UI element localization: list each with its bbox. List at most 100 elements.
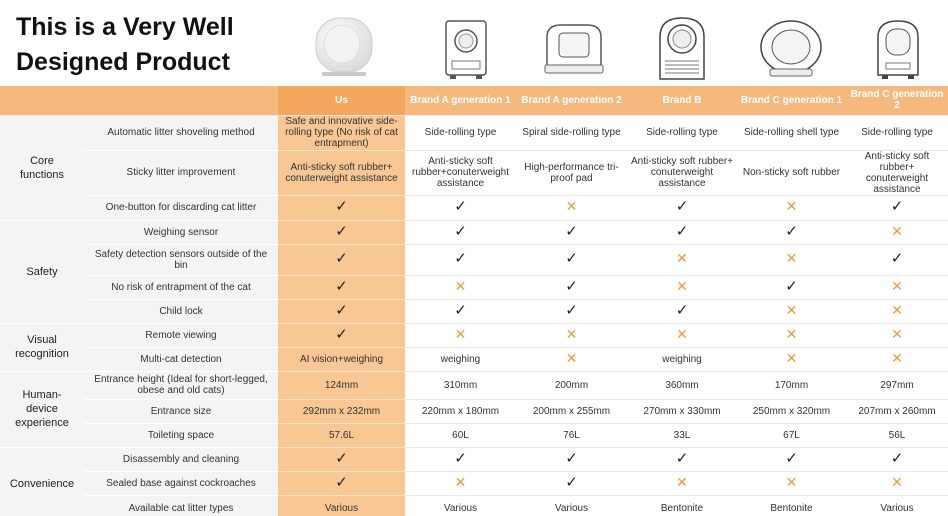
comparison-table: Us Brand A generation 1 Brand A generati… <box>0 86 948 516</box>
title-line-2: Designed Product <box>16 48 230 76</box>
check-icon: ✓ <box>405 244 516 276</box>
cross-icon: ✕ <box>846 323 948 348</box>
cross-icon: ✕ <box>846 471 948 496</box>
value-cell-brand-c1: 170mm <box>737 371 846 400</box>
feature-label: Toileting space <box>84 423 278 448</box>
check-icon: ✓ <box>737 220 846 245</box>
value-cell-brand-c2: 207mm x 260mm <box>846 399 948 424</box>
table-row: Entrance size 292mm x 232mm 220mm x 180mm 2… <box>0 399 948 424</box>
value-cell-us: 124mm <box>278 371 405 400</box>
feature-label: Weighing sensor <box>84 220 278 245</box>
check-icon: ✓ <box>737 447 846 472</box>
check-icon: ✓ <box>516 299 627 324</box>
value-cell-brand-c2: 56L <box>846 423 948 448</box>
category-label: Safety <box>0 220 84 324</box>
table-body: Core functions Automatic litter shoveling … <box>0 115 948 516</box>
check-icon: ✓ <box>627 447 737 472</box>
cross-icon: ✕ <box>627 323 737 348</box>
cross-icon: ✕ <box>737 195 846 221</box>
brand-b-product-image <box>642 14 722 84</box>
feature-label: Entrance size <box>84 399 278 424</box>
check-icon: ✓ <box>737 275 846 300</box>
category-label-line: Convenience <box>9 478 75 490</box>
value-cell-brand-a1: Various <box>405 495 516 516</box>
table-row: Sticky litter improvement Anti-sticky sof… <box>0 150 948 196</box>
value-cell-brand-b: Anti-sticky soft rubber+ conuterweight a… <box>627 150 737 196</box>
table-row: Safety Weighing sensor ✓ ✓ ✓ ✓ ✓ ✕ <box>0 220 948 324</box>
category-label-line: Visual <box>27 334 57 346</box>
value-cell-brand-c1: 250mm x 320mm <box>737 399 846 424</box>
cross-icon: ✕ <box>516 195 627 221</box>
header-blank <box>0 86 278 116</box>
category-label-line: Core <box>30 154 54 167</box>
category-label: Human-device experience <box>0 371 84 448</box>
cross-icon: ✕ <box>627 471 737 496</box>
cross-icon: ✕ <box>516 323 627 348</box>
cross-icon: ✕ <box>516 347 627 372</box>
value-cell-brand-a2: High-performance tri-proof pad <box>516 150 627 196</box>
table-row: One-button for discarding cat litter ✓ ✓ ✕ ✓… <box>0 195 948 221</box>
value-cell-brand-c1: Non-sticky soft rubber <box>737 150 846 196</box>
check-icon: ✓ <box>278 244 405 276</box>
feature-label: Disassembly and cleaning <box>84 447 278 472</box>
table-row: Sealed base against cockroaches ✓ ✕ ✓ ✕ ✕ ✕ <box>0 471 948 496</box>
value-cell-brand-b: Bentonite <box>627 495 737 516</box>
value-cell-brand-a2: Various <box>516 495 627 516</box>
us-product-image <box>306 12 381 82</box>
category-label: Core functions <box>0 115 84 221</box>
check-icon: ✓ <box>846 244 948 276</box>
feature-label: Safety detection sensors outside of the … <box>84 244 278 276</box>
cross-icon: ✕ <box>846 347 948 372</box>
table-row: Convenience Disassembly and cleaning ✓ ✓ ✓ ✓ ✓… <box>0 447 948 516</box>
brand-a2-product-image <box>534 14 614 84</box>
cross-icon: ✕ <box>627 244 737 276</box>
value-cell-brand-a2: 76L <box>516 423 627 448</box>
table-row: Visual recognition Remote viewing ✓ ✕ ✕ ✕ ✕ ✕ <box>0 323 948 372</box>
check-icon: ✓ <box>516 220 627 245</box>
check-icon: ✓ <box>516 447 627 472</box>
feature-label: One-button for discarding cat litter <box>84 195 278 221</box>
value-cell-us: Anti-sticky soft rubber+ conuterweight a… <box>278 150 405 196</box>
value-cell-brand-c1: Side-rolling shell type <box>737 115 846 151</box>
column-header-brand-a2: Brand A generation 2 <box>516 86 627 116</box>
category-label-line: recognition <box>15 348 69 360</box>
check-icon: ✓ <box>405 195 516 221</box>
check-icon: ✓ <box>516 244 627 276</box>
cross-icon: ✕ <box>846 220 948 245</box>
page-title: This is a Very Well Designed Product <box>16 10 276 80</box>
check-icon: ✓ <box>278 220 405 245</box>
value-cell-brand-a2: Spiral side-rolling type <box>516 115 627 151</box>
value-cell-us: AI vision+weighing <box>278 347 405 372</box>
check-icon: ✓ <box>278 195 405 221</box>
value-cell-brand-b: 360mm <box>627 371 737 400</box>
value-cell-brand-c1: Bentonite <box>737 495 846 516</box>
table-row: Available cat litter types Various Various… <box>0 495 948 516</box>
check-icon: ✓ <box>627 220 737 245</box>
category-label: Visual recognition <box>0 323 84 372</box>
check-icon: ✓ <box>516 275 627 300</box>
table-row: Safety detection sensors outside of the … <box>0 244 948 276</box>
column-header-brand-c2: Brand C generation 2 <box>846 86 948 116</box>
value-cell-brand-b: weighing <box>627 347 737 372</box>
value-cell-brand-a1: Side-rolling type <box>405 115 516 151</box>
check-icon: ✓ <box>627 195 737 221</box>
cross-icon: ✕ <box>737 347 846 372</box>
cross-icon: ✕ <box>846 299 948 324</box>
value-cell-us: Safe and innovative side-rolling type (N… <box>278 115 405 151</box>
table-row: Human-device experience Entrance height (I… <box>0 371 948 448</box>
check-icon: ✓ <box>846 447 948 472</box>
value-cell-brand-a1: 60L <box>405 423 516 448</box>
value-cell-us: Various <box>278 495 405 516</box>
cross-icon: ✕ <box>737 323 846 348</box>
brand-c2-product-image <box>858 14 938 84</box>
table-row: No risk of entrapment of the cat ✓ ✕ ✓ ✕ ✓ ✕ <box>0 275 948 300</box>
column-header-brand-a1: Brand A generation 1 <box>405 86 516 116</box>
value-cell-brand-a1: 220mm x 180mm <box>405 399 516 424</box>
brand-a1-product-image <box>426 14 506 84</box>
check-icon: ✓ <box>278 323 405 348</box>
table-row: Child lock ✓ ✓ ✓ ✓ ✕ ✕ <box>0 299 948 324</box>
feature-label: Entrance height (Ideal for short-legged,… <box>84 371 278 400</box>
check-icon: ✓ <box>405 447 516 472</box>
cross-icon: ✕ <box>846 275 948 300</box>
feature-label: Remote viewing <box>84 323 278 348</box>
